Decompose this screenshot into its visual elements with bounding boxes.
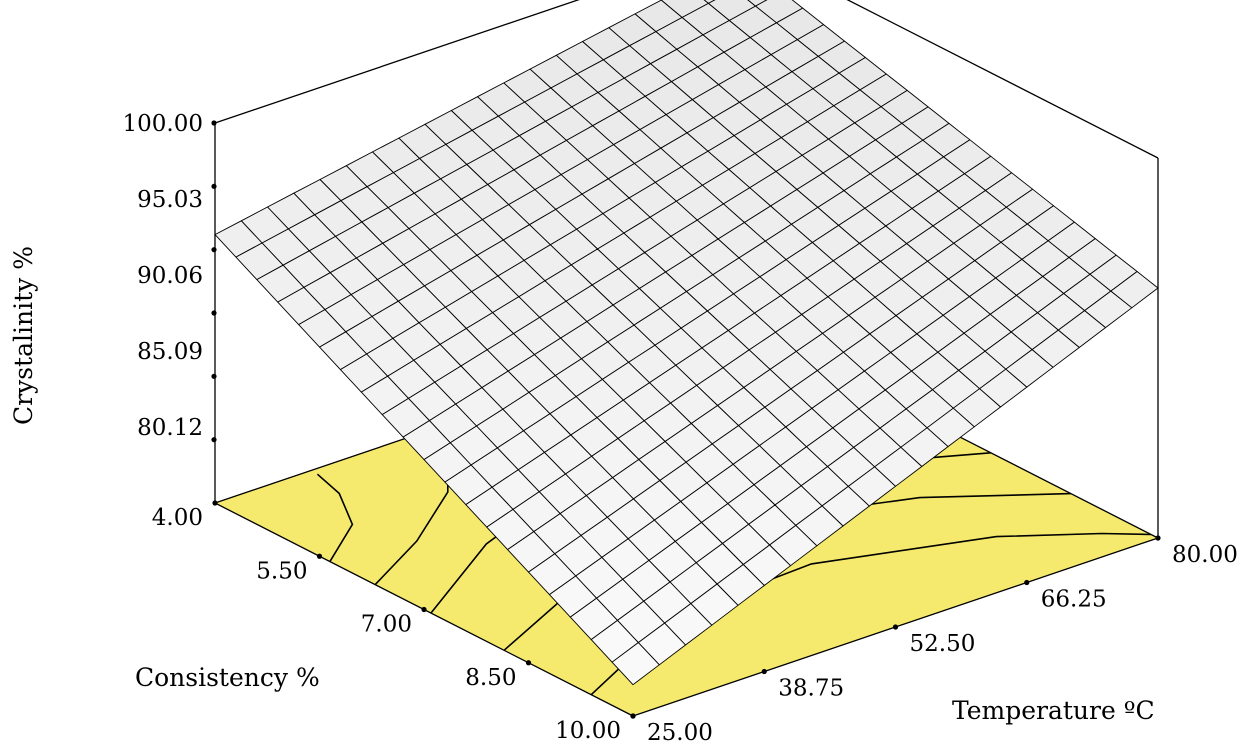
z-tick-label: 80.12 xyxy=(137,415,203,441)
consistency-tick-mark xyxy=(316,553,323,559)
z-tick-label: 85.09 xyxy=(137,339,203,365)
consistency-tick-label: 10.00 xyxy=(555,718,621,744)
consistency-tick-label: 7.00 xyxy=(361,612,412,638)
z-tick-label: 95.03 xyxy=(137,187,203,213)
top-back-left-edge xyxy=(214,0,580,124)
temperature-tick-mark xyxy=(630,713,636,719)
temperature-tick-label: 80.00 xyxy=(1172,542,1238,568)
surface-layer xyxy=(214,0,1159,686)
top-back-right-edge xyxy=(846,0,1159,159)
temperature-axis-title: Temperature ºC xyxy=(952,696,1155,725)
consistency-axis-title: Consistency % xyxy=(135,663,320,692)
temperature-tick-mark xyxy=(892,624,899,630)
temperature-tick-mark xyxy=(1024,579,1030,586)
z-axis-title: Crystalinity % xyxy=(9,246,38,425)
z-tick-mark xyxy=(211,247,217,253)
consistency-tick-label: 4.00 xyxy=(152,505,203,531)
z-tick-label: 90.06 xyxy=(137,263,203,289)
surface-cell xyxy=(703,0,716,4)
z-tick-mark xyxy=(211,437,217,443)
temperature-tick-label: 25.00 xyxy=(647,720,713,746)
z-tick-label: 100.00 xyxy=(123,111,203,137)
consistency-tick-mark xyxy=(525,660,532,666)
temperature-tick-mark xyxy=(1155,535,1161,541)
temperature-tick-label: 38.75 xyxy=(778,676,844,702)
contour-line xyxy=(316,473,354,563)
z-tick-mark xyxy=(211,373,217,379)
surface-cell xyxy=(611,642,660,686)
z-tick-mark xyxy=(211,183,217,189)
consistency-tick-label: 8.50 xyxy=(465,665,516,691)
z-tick-mark xyxy=(211,310,217,316)
temperature-tick-label: 66.25 xyxy=(1041,587,1107,613)
ticks-layer: 100.00 95.03 90.06 85.09 80.12 4.00 5.50 7.00 8.… xyxy=(123,111,1238,746)
surface-cell xyxy=(747,0,768,7)
consistency-tick-mark xyxy=(212,500,218,506)
consistency-tick-label: 5.50 xyxy=(256,558,307,584)
consistency-tick-mark xyxy=(421,606,427,613)
temperature-tick-label: 52.50 xyxy=(910,631,976,657)
z-tick-mark xyxy=(211,120,217,126)
temperature-tick-mark xyxy=(761,668,767,675)
